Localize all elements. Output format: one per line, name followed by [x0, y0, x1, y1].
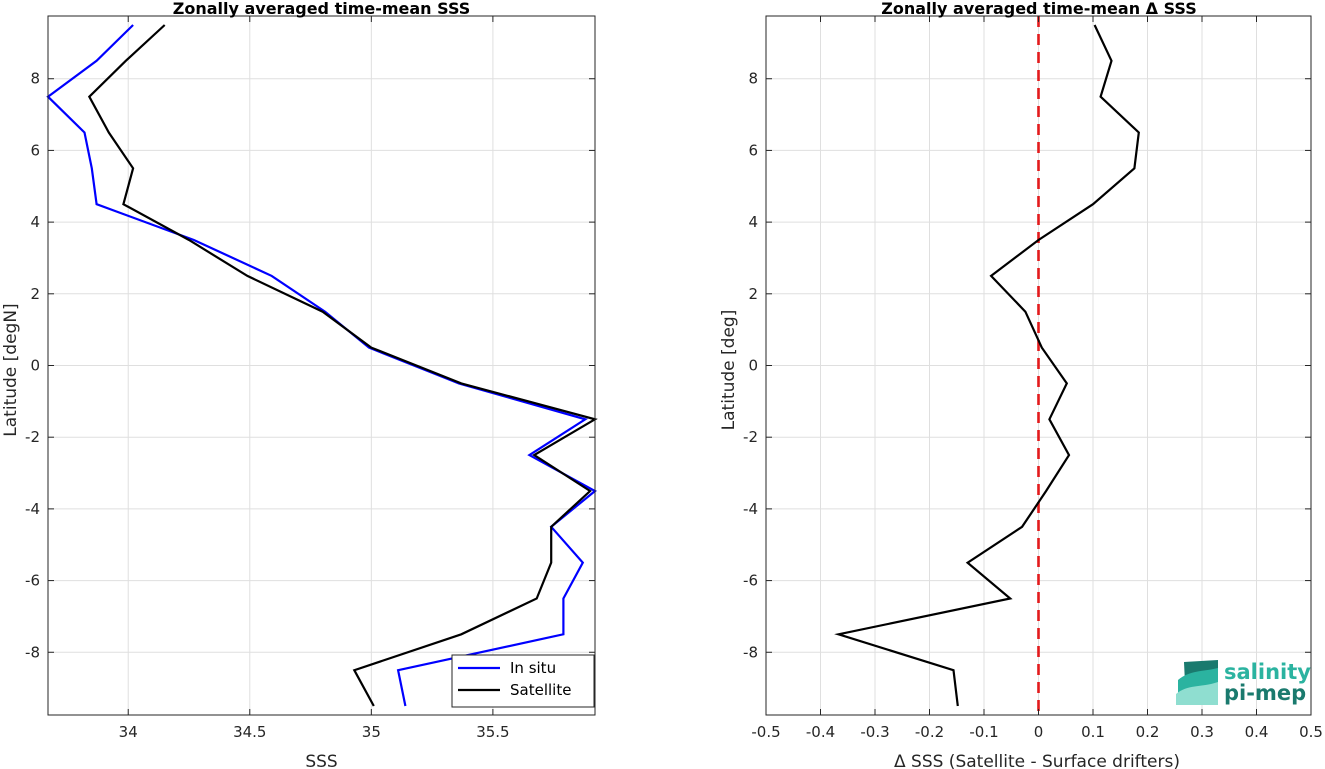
- legend-box: [451, 654, 595, 708]
- delta-x-tick-label: -0.4: [806, 723, 835, 741]
- sss-x-tick-label: 35.5: [476, 723, 509, 741]
- delta-x-tick-label: -0.1: [969, 723, 998, 741]
- delta-y-axis-label: Latitude [deg]: [719, 310, 739, 431]
- sss-y-tick-labels: -8 -6 -4 -2 0 2 4 6 8: [25, 70, 40, 662]
- sss-panel: 34 34.5 35 35.5 -8 -6 -4 -2 0 2 4 6 8 Zonally avera…: [1, 0, 598, 769]
- delta-y-tick-labels: -8 -6 -4 -2 0 2 4 6 8: [743, 70, 758, 662]
- delta-x-tick-label: 0.2: [1136, 723, 1160, 741]
- delta-y-tick-label: -2: [743, 428, 758, 446]
- delta-x-tick-label: 0.4: [1245, 723, 1269, 741]
- sss-y-tick-label: 0: [30, 357, 40, 375]
- delta-y-tick-label: -6: [743, 572, 758, 590]
- delta-series-group: [834, 24, 1140, 707]
- logo-text-pimep: pi-mep: [1224, 681, 1306, 705]
- sss-series-line-satellite: [87, 24, 598, 707]
- sss-y-tick-label: 6: [30, 141, 40, 159]
- sss-x-tick-label: 34.5: [233, 723, 266, 741]
- sss-series-group: [46, 24, 598, 707]
- logo-text-salinity: salinity: [1224, 660, 1311, 684]
- delta-y-tick-label: 6: [748, 141, 758, 159]
- sss-x-tick-label: 34: [119, 723, 138, 741]
- delta-y-tick-label: 8: [748, 70, 758, 88]
- sss-y-tick-label: 2: [30, 285, 40, 303]
- sss-y-tick-label: -8: [25, 643, 40, 661]
- sss-x-axis-label: SSS: [305, 752, 337, 769]
- sss-grid: [48, 16, 595, 715]
- delta-x-tick-label: -0.2: [915, 723, 944, 741]
- delta-x-tick-label: -0.5: [751, 723, 780, 741]
- sss-tick-marks: [48, 16, 595, 715]
- delta-sss-panel: -0.5 -0.4 -0.3 -0.2 -0.1 0 0.1 0.2 0.3 0.4 0.5 -8-…: [719, 0, 1323, 769]
- sss-y-axis-label: Latitude [degN]: [1, 303, 21, 436]
- sss-y-tick-label: 4: [30, 213, 40, 231]
- delta-x-tick-label: 0.5: [1299, 723, 1323, 741]
- sss-y-tick-label: -2: [25, 428, 40, 446]
- legend: In situ Satellite: [451, 654, 595, 708]
- delta-y-tick-label: 2: [748, 285, 758, 303]
- logo-wave-front: [1176, 682, 1218, 705]
- delta-tick-marks: [765, 16, 1312, 715]
- sss-y-tick-label: 8: [30, 70, 40, 88]
- delta-y-tick-label: 4: [748, 213, 758, 231]
- delta-y-tick-label: -8: [743, 643, 758, 661]
- delta-x-tick-labels: -0.5 -0.4 -0.3 -0.2 -0.1 0 0.1 0.2 0.3 0.4 0.5: [751, 723, 1323, 741]
- sss-y-tick-label: -4: [25, 500, 40, 518]
- legend-label-in-situ: In situ: [510, 659, 556, 677]
- delta-x-tick-label: 0.1: [1081, 723, 1105, 741]
- delta-x-tick-label: 0: [1034, 723, 1044, 741]
- sss-y-tick-label: -6: [25, 572, 40, 590]
- sss-x-tick-labels: 34 34.5 35 35.5: [119, 723, 510, 741]
- delta-chart-title: Zonally averaged time-mean Δ SSS: [881, 0, 1197, 18]
- salinity-pimep-logo: salinity pi-mep: [1176, 660, 1311, 705]
- wave-logo-icon: [1176, 660, 1218, 705]
- delta-series-line-series-0: [834, 24, 1140, 707]
- sss-chart-title: Zonally averaged time-mean SSS: [173, 0, 471, 18]
- delta-x-tick-label: 0.3: [1190, 723, 1214, 741]
- delta-y-tick-label: -4: [743, 500, 758, 518]
- legend-label-satellite: Satellite: [510, 681, 571, 699]
- delta-x-axis-label: Δ SSS (Satellite - Surface drifters): [894, 752, 1180, 769]
- delta-y-tick-label: 0: [748, 357, 758, 375]
- sss-x-tick-label: 35: [362, 723, 381, 741]
- delta-x-tick-label: -0.3: [860, 723, 889, 741]
